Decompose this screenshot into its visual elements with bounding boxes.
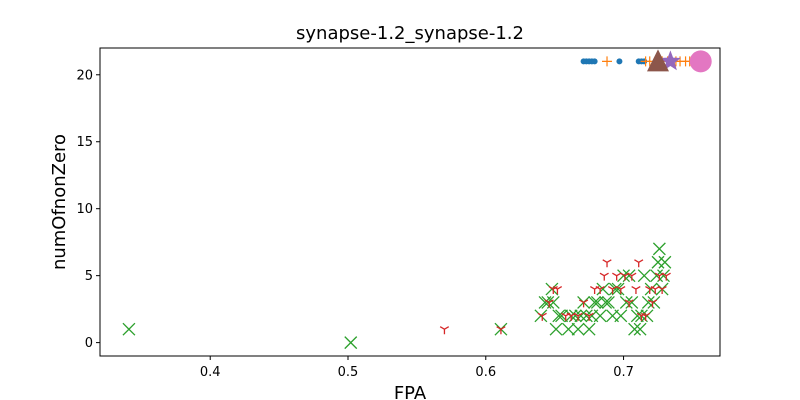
data-point-tri-down bbox=[584, 312, 594, 321]
data-point-tri-down bbox=[624, 299, 634, 308]
data-point-x bbox=[611, 282, 625, 296]
data-point-tri-down bbox=[661, 272, 671, 281]
y-tick-label: 20 bbox=[76, 68, 93, 83]
data-point-tri-down bbox=[640, 312, 651, 321]
data-point-x bbox=[552, 309, 566, 323]
data-point-x bbox=[614, 309, 628, 323]
data-point-x bbox=[617, 269, 631, 283]
y-tick-label: 15 bbox=[76, 135, 93, 150]
data-point-x bbox=[601, 295, 615, 309]
data-point-tri-down bbox=[612, 272, 622, 281]
data-point-tri-down bbox=[595, 285, 605, 295]
data-point-tri-down bbox=[578, 299, 589, 308]
plot-marks bbox=[122, 49, 712, 350]
data-point-star bbox=[659, 50, 681, 71]
data-point-tri-down bbox=[607, 285, 618, 295]
y-tick-label: 0 bbox=[85, 336, 93, 351]
data-point-x bbox=[599, 295, 613, 309]
data-point-tri-down bbox=[631, 285, 641, 295]
data-point-x bbox=[582, 322, 596, 336]
data-point-x bbox=[561, 322, 575, 336]
data-point-x bbox=[651, 255, 665, 269]
x-tick-label: 0.4 bbox=[200, 365, 221, 380]
data-point-x bbox=[647, 295, 661, 309]
data-point-x bbox=[549, 322, 563, 336]
data-point-tri-down bbox=[599, 272, 609, 281]
data-point-tri-down bbox=[439, 326, 450, 335]
x-tick-label: 0.7 bbox=[613, 365, 634, 380]
data-point-tri-down bbox=[573, 312, 583, 321]
x-tick-label: 0.5 bbox=[338, 365, 359, 380]
data-point-x bbox=[650, 269, 664, 283]
data-point-x bbox=[344, 336, 358, 350]
data-point-tri-down bbox=[552, 285, 563, 295]
data-point-x bbox=[593, 309, 607, 323]
data-point-x bbox=[633, 322, 647, 336]
y-axis-ticks: 0 5 10 15 20 bbox=[76, 68, 100, 351]
data-point-x bbox=[571, 322, 585, 336]
data-point-tri-down bbox=[647, 299, 658, 308]
y-axis-label: numOfnonZero bbox=[49, 134, 70, 270]
data-point-x bbox=[588, 295, 602, 309]
x-axis-ticks: 0.4 0.5 0.6 0.7 bbox=[200, 356, 634, 380]
y-tick-label: 10 bbox=[76, 202, 93, 217]
data-point-tri-down bbox=[616, 285, 626, 295]
data-point-tri-down bbox=[537, 312, 547, 321]
data-point-x bbox=[541, 295, 555, 309]
x-tick-label: 0.6 bbox=[475, 365, 496, 380]
data-point-circle bbox=[689, 50, 712, 73]
data-point-x bbox=[640, 309, 654, 323]
data-point-x bbox=[122, 322, 136, 336]
data-point-dot bbox=[591, 58, 598, 65]
x-axis-label: FPA bbox=[394, 383, 427, 400]
y-tick-label: 5 bbox=[85, 269, 93, 284]
data-point-triangle bbox=[647, 49, 669, 72]
chart-title: synapse-1.2_synapse-1.2 bbox=[296, 23, 524, 44]
data-point-tri-down bbox=[544, 299, 554, 308]
data-point-tri-down bbox=[627, 272, 637, 281]
data-point-x bbox=[652, 242, 666, 256]
data-point-x bbox=[608, 282, 622, 296]
data-point-x bbox=[574, 309, 588, 323]
plot-frame bbox=[99, 47, 721, 357]
data-point-x bbox=[628, 322, 642, 336]
data-point-x bbox=[619, 295, 633, 309]
data-point-x bbox=[637, 269, 651, 283]
data-point-x bbox=[545, 282, 559, 296]
data-point-x bbox=[625, 295, 639, 309]
data-point-tri-down bbox=[634, 259, 644, 268]
data-point-tri-down bbox=[657, 285, 667, 295]
data-point-x bbox=[579, 309, 593, 323]
data-point-x bbox=[658, 255, 672, 269]
data-point-x bbox=[596, 282, 610, 296]
data-point-x bbox=[534, 309, 548, 323]
data-point-tri-down bbox=[602, 259, 612, 268]
data-point-dot bbox=[616, 58, 623, 65]
data-point-tri-down bbox=[496, 326, 506, 335]
data-point-plus bbox=[602, 56, 613, 67]
